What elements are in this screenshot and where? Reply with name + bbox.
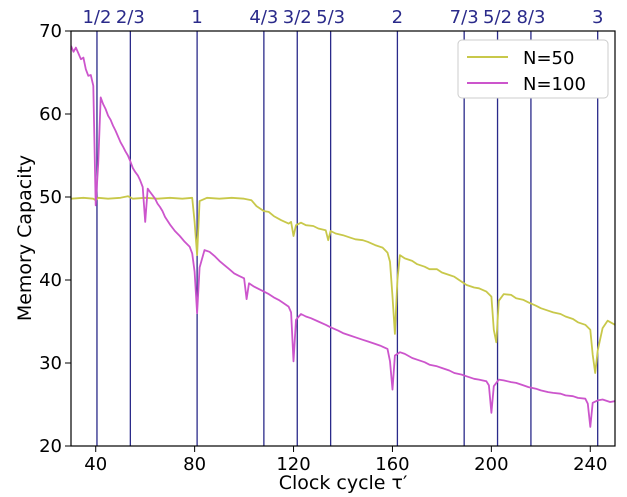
x-tick-label-3: 160 [375,454,409,475]
series-line-n50 [71,195,615,374]
resonance-labels: 1/2 2/3 1 4/3 3/2 5/3 2 7/3 5/2 8/3 3 [82,7,603,28]
y-axis-label: Memory Capacity [14,155,36,321]
x-axis: 40 80 120 160 200 240 [84,446,607,475]
y-tick-label-2: 40 [39,270,62,291]
y-tick-label-0: 20 [39,436,62,457]
resonance-label-9: 8/3 [516,7,545,28]
plot-frame [70,30,616,447]
resonance-label-2: 1 [191,7,202,28]
resonance-label-7: 7/3 [450,7,479,28]
resonance-label-1: 2/3 [116,7,145,28]
x-axis-label: Clock cycle τ′ [279,472,408,494]
y-tick-label-5: 70 [39,21,62,42]
y-tick-label-3: 50 [39,187,62,208]
x-tick-label-4: 200 [474,454,508,475]
resonance-label-3: 4/3 [249,7,278,28]
resonance-label-6: 2 [392,7,403,28]
resonance-lines [96,31,599,446]
series-line-n100 [71,45,615,428]
legend-label-n50: N=50 [523,48,574,69]
resonance-label-4: 3/2 [283,7,312,28]
x-tick-label-2: 120 [276,454,310,475]
resonance-label-8: 5/2 [483,7,512,28]
legend: N=50 N=100 [457,39,609,99]
resonance-label-10: 3 [592,7,603,28]
legend-label-n100: N=100 [523,74,586,95]
series-layer [71,45,615,428]
resonance-label-5: 5/3 [316,7,345,28]
x-tick-label-1: 80 [183,454,206,475]
x-tick-label-0: 40 [84,454,107,475]
x-tick-label-5: 240 [573,454,607,475]
y-tick-label-1: 30 [39,353,62,374]
resonance-label-0: 1/2 [82,7,111,28]
y-tick-label-4: 60 [39,104,62,125]
y-axis: 20 30 40 50 60 70 [39,21,71,457]
